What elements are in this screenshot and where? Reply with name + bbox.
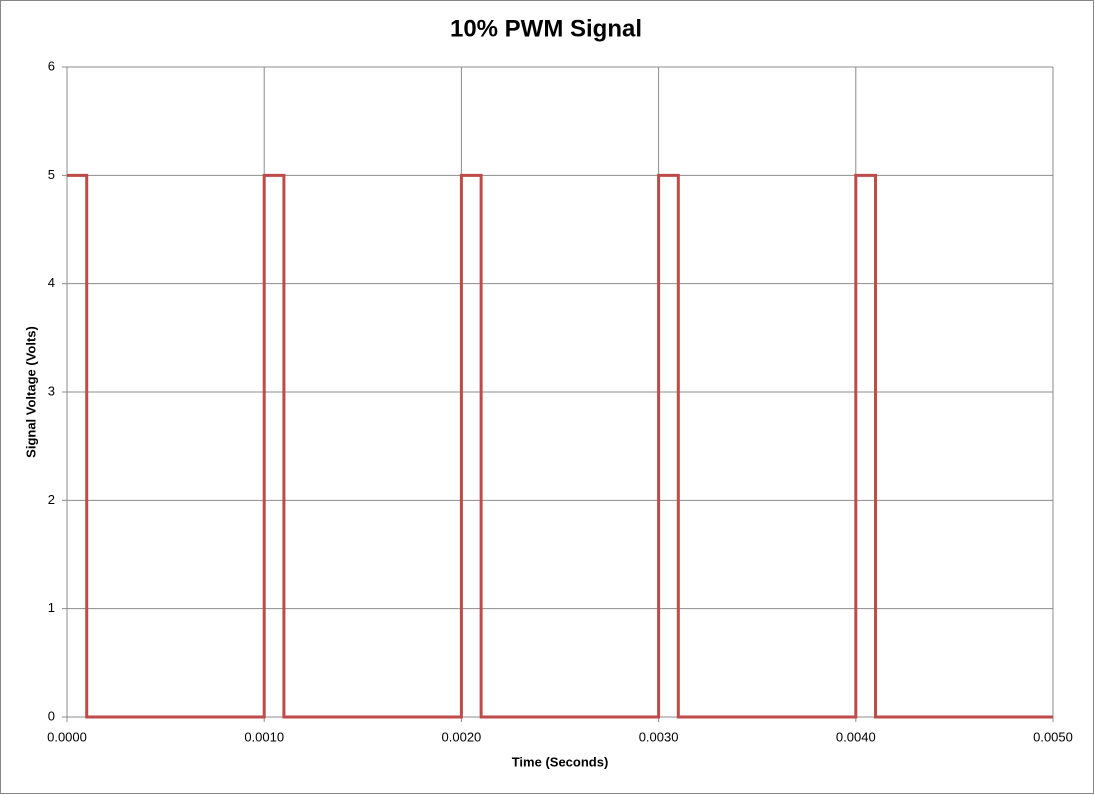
series-line — [67, 173, 1053, 719]
x-tick-label: 0.0040 — [836, 729, 876, 744]
y-tick-label: 2 — [48, 492, 55, 507]
chart-title: 10% PWM Signal — [450, 15, 642, 42]
x-tick-label: 0.0000 — [47, 729, 87, 744]
y-tick-label: 0 — [48, 708, 55, 723]
y-tick-label: 4 — [48, 275, 55, 290]
x-tick-label: 0.0050 — [1033, 729, 1073, 744]
x-tick-label: 0.0020 — [442, 729, 482, 744]
y-tick-label: 3 — [48, 383, 55, 398]
y-tick-label: 5 — [48, 167, 55, 182]
y-tick-label: 6 — [48, 58, 55, 73]
y-tick-label: 1 — [48, 600, 55, 615]
y-axis-label: Signal Voltage (Volts) — [23, 326, 38, 458]
x-tick-label: 0.0030 — [639, 729, 679, 744]
x-axis-label: Time (Seconds) — [512, 754, 609, 769]
x-tick-label: 0.0010 — [244, 729, 284, 744]
